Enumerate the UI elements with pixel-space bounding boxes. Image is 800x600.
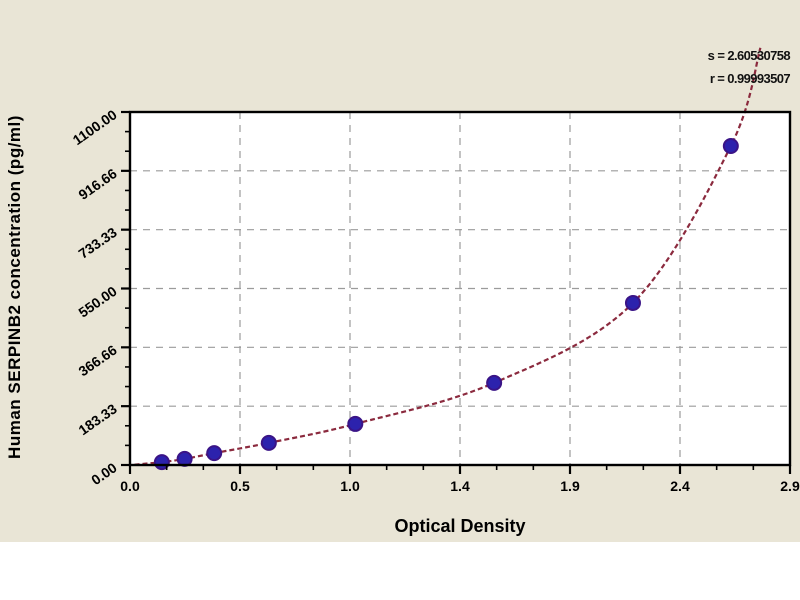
x-tick-label: 1.9 — [560, 478, 580, 494]
standard-data-point — [722, 138, 739, 155]
y-axis-title: Human SERPINB2 concentration (pg/ml) — [5, 115, 24, 459]
x-tick-label: 1.0 — [340, 478, 360, 494]
y-tick-label: 550.00 — [75, 283, 119, 321]
y-tick-label: 366.66 — [75, 342, 119, 380]
y-tick-label: 0.00 — [88, 459, 120, 488]
x-tick-label: 2.4 — [670, 478, 690, 494]
x-tick-label: 1.4 — [450, 478, 470, 494]
y-tick-label: 916.66 — [75, 165, 119, 203]
standard-data-point — [624, 294, 641, 311]
x-axis-title: Optical Density — [394, 516, 526, 536]
standard-data-point — [486, 374, 503, 391]
standard-data-point — [206, 445, 223, 462]
y-tick-label: 733.33 — [75, 224, 119, 262]
x-tick-label: 0.0 — [120, 478, 140, 494]
standard-data-point — [260, 434, 277, 451]
y-tick-label: 1100.00 — [70, 106, 120, 148]
standard-data-point — [347, 415, 364, 432]
fit-standard-error-annotation: s = 2.60530758 — [707, 48, 791, 63]
fit-correlation-annotation: r = 0.99993507 — [709, 71, 791, 86]
footer-strip — [0, 542, 800, 600]
x-tick-label: 0.5 — [230, 478, 250, 494]
y-tick-label: 183.33 — [75, 400, 119, 438]
x-tick-label: 2.9 — [780, 478, 800, 494]
